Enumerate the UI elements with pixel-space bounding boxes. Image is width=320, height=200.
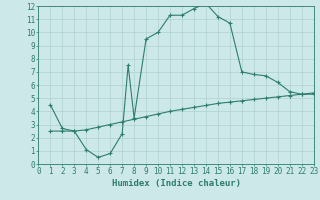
X-axis label: Humidex (Indice chaleur): Humidex (Indice chaleur): [111, 179, 241, 188]
